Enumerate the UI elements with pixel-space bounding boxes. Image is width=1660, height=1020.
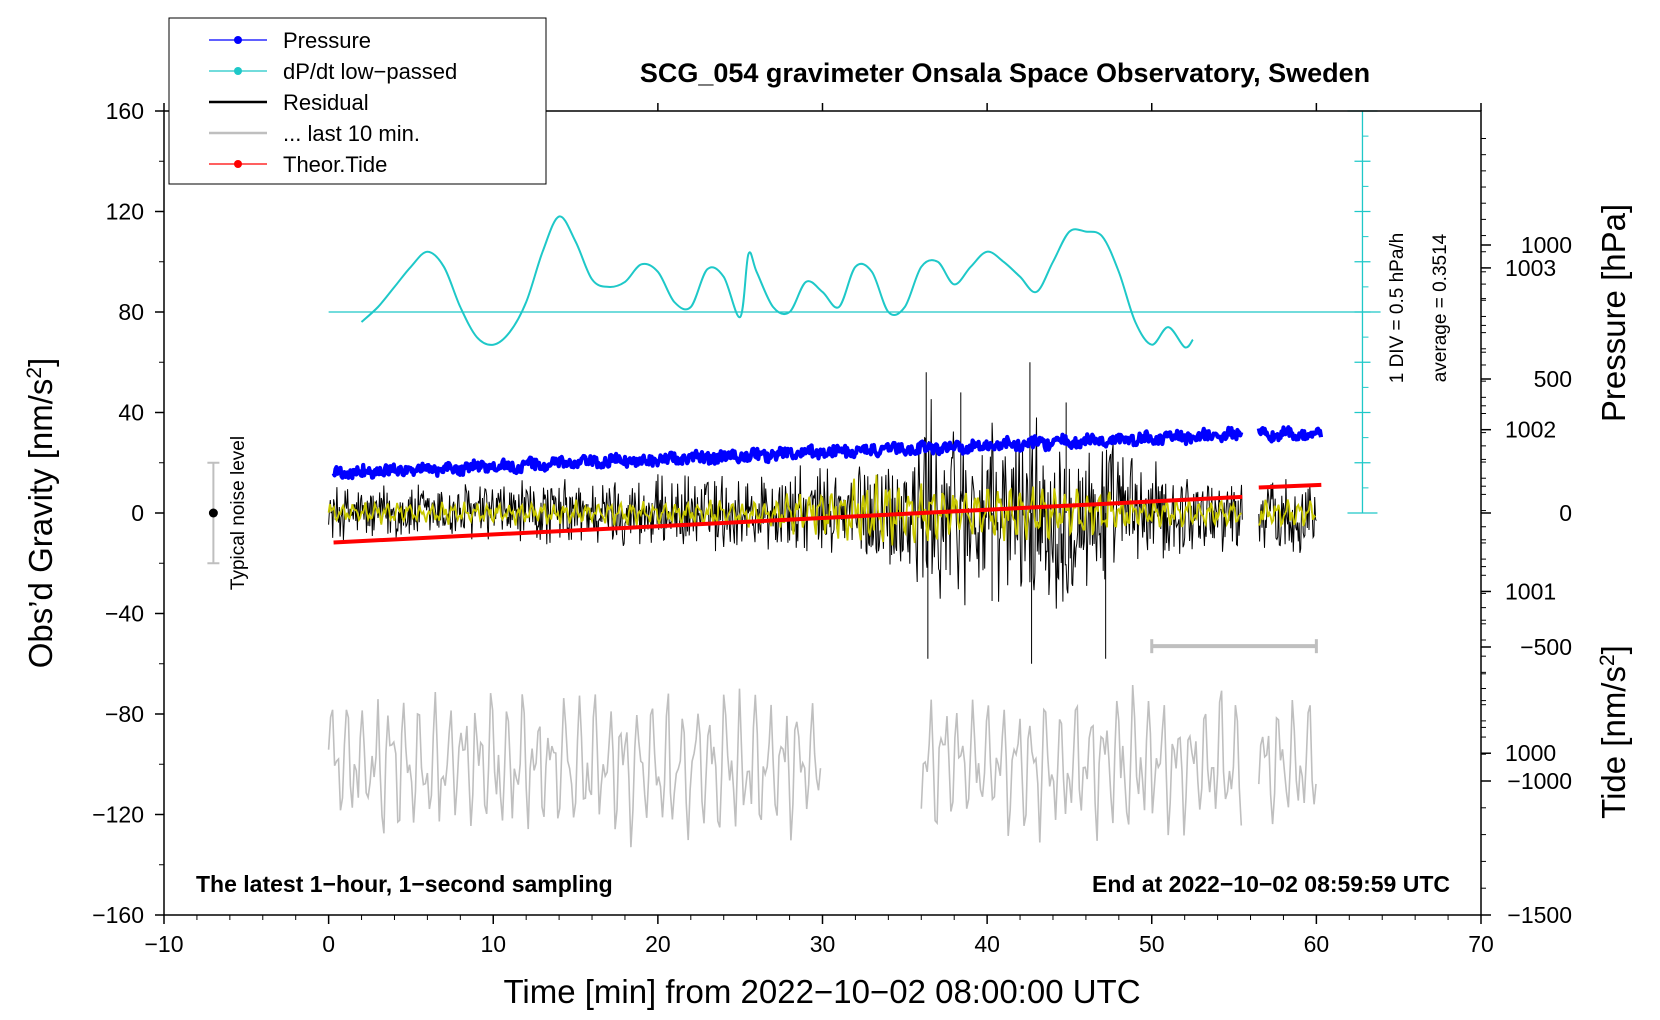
legend-label: Theor.Tide [283,152,387,177]
legend-marker [234,67,242,75]
x-tick-label: −10 [144,931,183,957]
tide-tick-label: 0 [1559,500,1572,526]
y-tick-label: −120 [92,802,144,828]
x-axis-title: Time [min] from 2022−10−02 08:00:00 UTC [503,973,1140,1010]
x-tick-label: 30 [810,931,836,957]
theoretical-tide-line [1258,482,1322,490]
x-tick-label: 20 [645,931,671,957]
x-tick-label: 50 [1139,931,1165,957]
footer-sampling-note: The latest 1−hour, 1−second sampling [196,871,613,897]
pressure-tick-label: 1000 [1505,740,1556,766]
y-tick-label: −80 [105,701,144,727]
pressure-tick-label: 1001 [1505,578,1556,604]
y-tick-label: 40 [118,400,144,426]
last-10-min-line [1258,699,1317,825]
pressure-line [331,425,1244,481]
y-tick-label: 80 [118,299,144,325]
tide-tick-label: 1000 [1521,232,1572,258]
pressure-line [1256,425,1324,444]
legend: Pressure dP/dt low−passed Residual ... last… [168,17,547,185]
y-tick-label: 120 [106,199,144,225]
tide-tick-label: −1500 [1507,902,1572,928]
y-axis-title-tide: Tide [nm/s2] [1595,645,1632,819]
y-tick-label: −160 [92,902,144,928]
legend-marker [234,36,242,44]
legend-label: ... last 10 min. [283,121,420,146]
tide-tick-label: −1000 [1507,768,1572,794]
x-tick-label: 10 [480,931,506,957]
tide-tick-label: −500 [1520,634,1572,660]
residual-line [328,399,1243,609]
x-tick-label: 0 [322,931,335,957]
legend-label: Pressure [283,28,371,53]
tide-tick-label: 500 [1534,366,1572,392]
pressure-tick-label: 1002 [1505,417,1556,443]
pressure-tick-label: 1003 [1505,255,1556,281]
residual-line [1258,479,1317,553]
residual-smoothed-line [1258,499,1317,528]
y-tick-label: 0 [131,500,144,526]
noise-level-label: Typical noise level [228,436,249,590]
last-10-min-line [327,688,822,848]
y-axis-title-tide-end: ] [1595,645,1632,654]
x-tick-label: 70 [1468,931,1494,957]
y-axis-title-gravity: Obs’d Gravity [nm/s2] [22,358,59,669]
x-tick-label: 60 [1304,931,1330,957]
y-axis-title-tide-main: Tide [nm/s [1595,666,1632,819]
dpdt-scale-average-label: average = 0.3514 [1430,233,1451,382]
theoretical-tide-line [333,494,1243,545]
residual-smoothed-line [327,474,1243,546]
legend-label: dP/dt low−passed [283,59,457,84]
x-tick-label: 40 [974,931,1000,957]
footer-end-time: End at 2022−10−02 08:59:59 UTC [1092,871,1450,897]
noise-level-dot [208,508,218,518]
y-axis-title-pressure: Pressure [hPa] [1595,204,1632,422]
y-axis-title-gravity-sup: 2 [23,367,46,379]
y-axis-title-tide-sup: 2 [1596,654,1619,666]
dpdt-scale-div-label: 1 DIV = 0.5 hPa/h [1387,233,1408,384]
legend-marker [234,160,242,168]
legend-label: Residual [283,90,369,115]
chart-title: SCG_054 gravimeter Onsala Space Observat… [640,58,1370,88]
y-tick-label: −40 [105,601,144,627]
last-10-min-line [920,684,1243,843]
axes-layer: −10 0 10 20 30 40 50 60 70 −160 −120 −80 −40 0 40 80 120… [92,98,1572,957]
dpdt-line [360,215,1194,349]
y-tick-label: 160 [106,98,144,124]
y-axis-title-gravity-end: ] [22,358,59,367]
y-axis-title-gravity-main: Obs’d Gravity [nm/s [22,379,59,669]
data-layer [207,110,1381,848]
